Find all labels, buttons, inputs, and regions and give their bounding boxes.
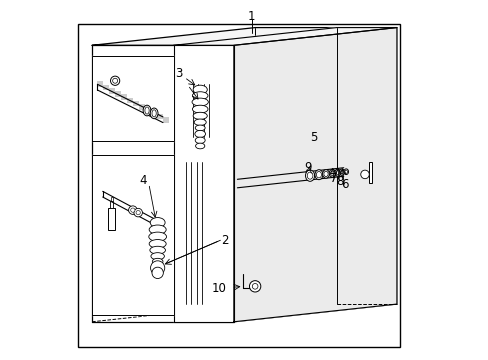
Bar (109, 88, 115, 94)
Text: 9: 9 (304, 161, 311, 174)
Ellipse shape (195, 143, 204, 149)
Circle shape (128, 206, 137, 215)
Circle shape (360, 170, 368, 179)
Circle shape (249, 281, 260, 292)
Bar (163, 117, 168, 123)
Bar (133, 101, 139, 107)
Ellipse shape (192, 105, 207, 113)
Ellipse shape (152, 110, 156, 117)
Ellipse shape (192, 92, 207, 100)
Ellipse shape (195, 137, 205, 144)
Ellipse shape (148, 232, 166, 241)
Text: 3: 3 (175, 67, 182, 80)
Circle shape (112, 78, 118, 83)
Bar (368, 162, 371, 183)
Bar (139, 104, 144, 110)
Circle shape (150, 261, 164, 275)
Ellipse shape (150, 108, 158, 119)
Ellipse shape (305, 170, 314, 181)
Bar (110, 201, 113, 208)
Circle shape (130, 208, 135, 212)
Polygon shape (92, 45, 233, 322)
Text: 1: 1 (247, 10, 255, 23)
Text: 6: 6 (340, 178, 347, 191)
Text: 5: 5 (309, 131, 317, 144)
Ellipse shape (149, 239, 166, 248)
Bar (103, 85, 109, 90)
Ellipse shape (195, 130, 205, 138)
Bar (127, 98, 133, 103)
Text: 2: 2 (221, 234, 228, 247)
Circle shape (152, 267, 163, 279)
Bar (110, 197, 112, 201)
Ellipse shape (316, 171, 321, 178)
Ellipse shape (339, 169, 344, 175)
Bar (145, 107, 150, 113)
Ellipse shape (344, 170, 347, 173)
Bar (115, 91, 121, 97)
Circle shape (134, 208, 142, 217)
Polygon shape (233, 28, 396, 322)
Ellipse shape (343, 169, 348, 175)
Text: 8: 8 (335, 175, 343, 188)
Ellipse shape (314, 170, 322, 180)
Ellipse shape (193, 112, 207, 120)
Circle shape (136, 211, 140, 215)
Bar (157, 114, 163, 120)
Polygon shape (92, 155, 173, 315)
Bar (121, 94, 127, 100)
Text: 10: 10 (211, 282, 226, 294)
Ellipse shape (330, 171, 334, 176)
Ellipse shape (151, 253, 164, 260)
Ellipse shape (322, 170, 329, 178)
Polygon shape (233, 28, 396, 322)
Ellipse shape (143, 105, 151, 116)
Bar (151, 111, 157, 116)
Ellipse shape (195, 125, 205, 131)
Polygon shape (92, 28, 396, 45)
Polygon shape (173, 45, 233, 322)
Circle shape (110, 76, 120, 85)
Ellipse shape (192, 98, 208, 106)
Ellipse shape (152, 258, 163, 265)
Ellipse shape (334, 169, 340, 176)
Text: 7: 7 (329, 172, 337, 185)
Ellipse shape (150, 217, 165, 228)
Ellipse shape (194, 119, 206, 125)
Ellipse shape (335, 171, 339, 175)
Circle shape (252, 283, 258, 289)
Ellipse shape (149, 246, 165, 254)
Ellipse shape (306, 172, 312, 179)
Bar (108, 208, 115, 230)
Ellipse shape (144, 107, 149, 114)
Ellipse shape (340, 170, 343, 174)
Ellipse shape (193, 85, 207, 94)
Ellipse shape (149, 225, 166, 234)
Text: 4: 4 (140, 174, 147, 186)
Bar (97, 81, 103, 87)
Ellipse shape (323, 171, 327, 176)
Ellipse shape (328, 169, 335, 177)
Polygon shape (173, 28, 396, 45)
Polygon shape (92, 56, 173, 141)
